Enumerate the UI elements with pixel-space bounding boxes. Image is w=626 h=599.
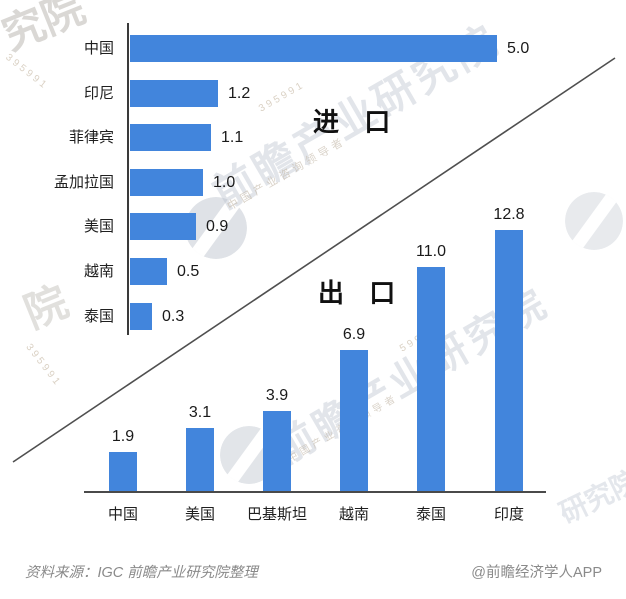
import-category-label: 孟加拉国 <box>53 174 114 191</box>
export-category-label: 越南 <box>338 506 369 523</box>
export-category-label: 美国 <box>184 506 215 523</box>
import-bar <box>130 124 211 151</box>
import-category-label: 中国 <box>83 40 114 57</box>
export-value-label: 1.9 <box>111 428 135 445</box>
export-category-label: 泰国 <box>415 506 446 523</box>
import-bar <box>130 80 218 107</box>
import-category-label: 泰国 <box>83 308 114 325</box>
export-value-label: 3.1 <box>188 404 212 421</box>
export-bar <box>495 230 523 491</box>
export-bar <box>186 428 214 491</box>
import-bar <box>130 213 196 240</box>
export-value-label: 11.0 <box>416 243 446 260</box>
export-bar <box>109 452 137 491</box>
import-value-label: 5.0 <box>507 40 530 57</box>
import-value-label: 0.5 <box>177 263 200 280</box>
import-chart-y-axis <box>127 23 129 335</box>
import-category-label: 美国 <box>83 218 114 235</box>
import-value-label: 1.0 <box>213 174 236 191</box>
export-category-label: 印度 <box>493 506 524 523</box>
import-bar <box>130 303 152 330</box>
export-value-label: 12.8 <box>493 206 525 223</box>
export-value-label: 6.9 <box>342 326 366 343</box>
export-category-label: 巴基斯坦 <box>246 506 307 523</box>
import-category-label: 印尼 <box>83 85 114 102</box>
import-value-label: 0.9 <box>206 218 229 235</box>
export-value-label: 3.9 <box>265 387 289 404</box>
source-note: 资料来源：IGC 前瞻产业研究院整理 <box>25 565 258 581</box>
export-section-title: 出 口 <box>318 278 405 308</box>
export-bar <box>417 267 445 491</box>
import-value-label: 1.2 <box>228 85 251 102</box>
export-bar <box>340 350 368 491</box>
import-bar <box>130 169 203 196</box>
import-category-label: 越南 <box>83 263 114 280</box>
import-category-label: 菲律宾 <box>68 129 114 146</box>
import-section-title: 进 口 <box>313 107 400 137</box>
export-category-label: 中国 <box>107 506 138 523</box>
import-bar <box>130 258 167 285</box>
export-bar <box>263 411 291 491</box>
import-value-label: 0.3 <box>162 308 185 325</box>
credit-note: @前瞻经济学人APP <box>471 565 602 581</box>
import-bar <box>130 35 497 62</box>
export-chart-x-axis <box>84 491 546 493</box>
import-value-label: 1.1 <box>221 129 244 146</box>
